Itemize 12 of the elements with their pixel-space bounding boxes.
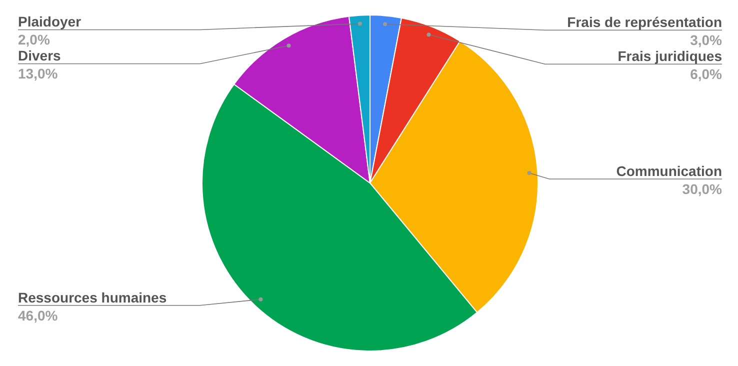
data-label: 13,0% [18, 66, 58, 82]
data-label: 2,0% [18, 32, 50, 48]
slice-label: Divers [18, 48, 62, 64]
slice-label: Ressources humaines [18, 289, 167, 306]
slice-label: Communication [616, 162, 722, 179]
data-label: 6,0% [690, 66, 723, 82]
slice-label: Frais juridiques [618, 48, 722, 64]
data-label: 3,0% [690, 32, 723, 48]
slice-label: Plaidoyer [18, 14, 82, 30]
slice-label: Frais de représentation [567, 14, 722, 30]
data-label: 46,0% [18, 307, 58, 324]
data-label: 30,0% [682, 180, 723, 197]
